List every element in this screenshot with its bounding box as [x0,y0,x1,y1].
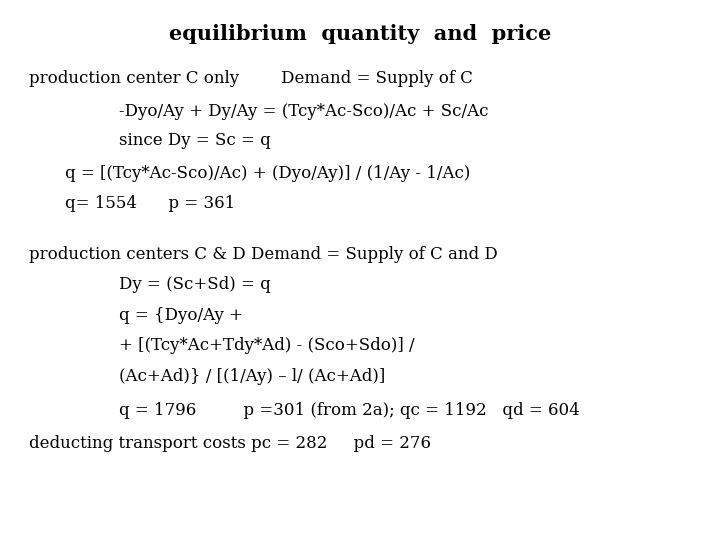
Text: deducting transport costs pc = 282     pd = 276: deducting transport costs pc = 282 pd = … [29,435,431,451]
Text: q = {Dyo/Ay +: q = {Dyo/Ay + [119,307,243,323]
Text: -Dyo/Ay + Dy/Ay = (Tcy*Ac-Sco)/Ac + Sc/Ac: -Dyo/Ay + Dy/Ay = (Tcy*Ac-Sco)/Ac + Sc/A… [119,103,488,119]
Text: since Dy = Sc = q: since Dy = Sc = q [119,132,271,149]
Text: production centers C & D Demand = Supply of C and D: production centers C & D Demand = Supply… [29,246,498,262]
Text: q = [(Tcy*Ac-Sco)/Ac) + (Dyo/Ay)] / (1/Ay - 1/Ac): q = [(Tcy*Ac-Sco)/Ac) + (Dyo/Ay)] / (1/A… [65,165,470,181]
Text: Dy = (Sc+Sd) = q: Dy = (Sc+Sd) = q [119,276,271,293]
Text: production center C only        Demand = Supply of C: production center C only Demand = Supply… [29,70,472,87]
Text: q= 1554      p = 361: q= 1554 p = 361 [65,195,235,212]
Text: + [(Tcy*Ac+Tdy*Ad) - (Sco+Sdo)] /: + [(Tcy*Ac+Tdy*Ad) - (Sco+Sdo)] / [119,338,415,354]
Text: q = 1796         p =301 (from 2a); qc = 1192   qd = 604: q = 1796 p =301 (from 2a); qc = 1192 qd … [119,402,580,419]
Text: equilibrium  quantity  and  price: equilibrium quantity and price [169,24,551,44]
Text: (Ac+Ad)} / [(1/Ay) – l/ (Ac+Ad)]: (Ac+Ad)} / [(1/Ay) – l/ (Ac+Ad)] [119,368,385,385]
